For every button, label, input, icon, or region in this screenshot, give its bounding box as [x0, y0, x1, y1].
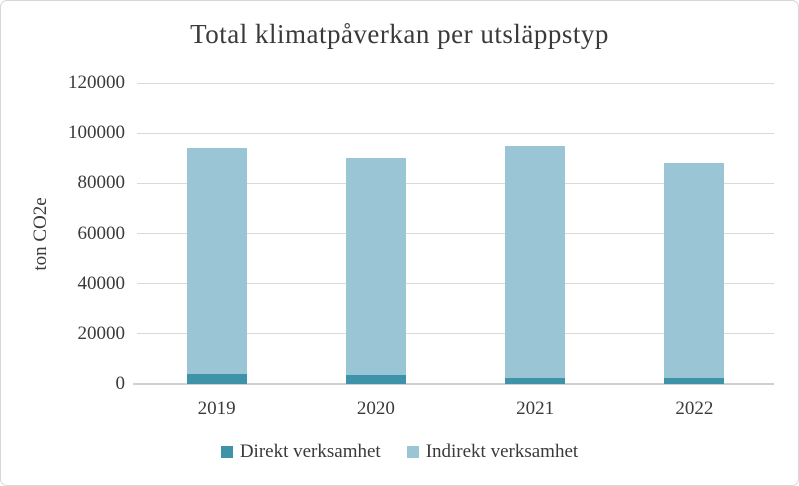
gridline: [137, 132, 774, 134]
legend-label: Indirekt verksamhet: [425, 441, 579, 462]
gridline: [137, 82, 774, 84]
bar-segment-direkt: [664, 377, 725, 384]
legend-swatch: [220, 446, 233, 458]
y-tick-label: 80000: [77, 172, 126, 194]
y-tick-label: 120000: [68, 72, 125, 93]
y-tick-label: 20000: [77, 322, 126, 344]
bar-segment-indirekt: [664, 163, 725, 378]
bar-segment-indirekt: [186, 148, 247, 374]
bar-segment-direkt: [505, 377, 566, 384]
bar-segment-direkt: [345, 375, 406, 384]
bar-segment-indirekt: [505, 145, 566, 378]
bar-segment-direkt: [186, 373, 247, 384]
x-tick-label: 2022: [675, 398, 714, 419]
legend-item: Direkt verksamhet: [220, 441, 381, 463]
legend-item: Indirekt verksamhet: [406, 441, 579, 463]
gridline: [137, 233, 774, 234]
plot-area: 0 20000 40000 60000 80000 100000 120000 2019 202…: [68, 72, 774, 419]
bar-segment-indirekt: [345, 158, 406, 376]
legend: Direkt verksamhet Indirekt verksamhet: [1, 441, 798, 463]
gridline: [137, 283, 774, 285]
legend-swatch: [406, 446, 419, 458]
x-tick-label: 2019: [197, 398, 236, 419]
gridline: [137, 182, 774, 184]
x-tick-label: 2020: [356, 398, 395, 419]
x-axis-line: [133, 383, 774, 385]
y-tick-label: 0: [115, 373, 126, 394]
x-tick-label: 2021: [516, 398, 555, 419]
y-tick-label: 100000: [68, 122, 125, 144]
gridline: [137, 333, 774, 335]
legend-label: Direkt verksamhet: [239, 441, 381, 462]
chart-title: Total klimatpåverkan per utsläppstyp: [190, 19, 609, 49]
y-tick-label: 60000: [77, 222, 126, 244]
y-tick-label: 40000: [77, 272, 126, 294]
